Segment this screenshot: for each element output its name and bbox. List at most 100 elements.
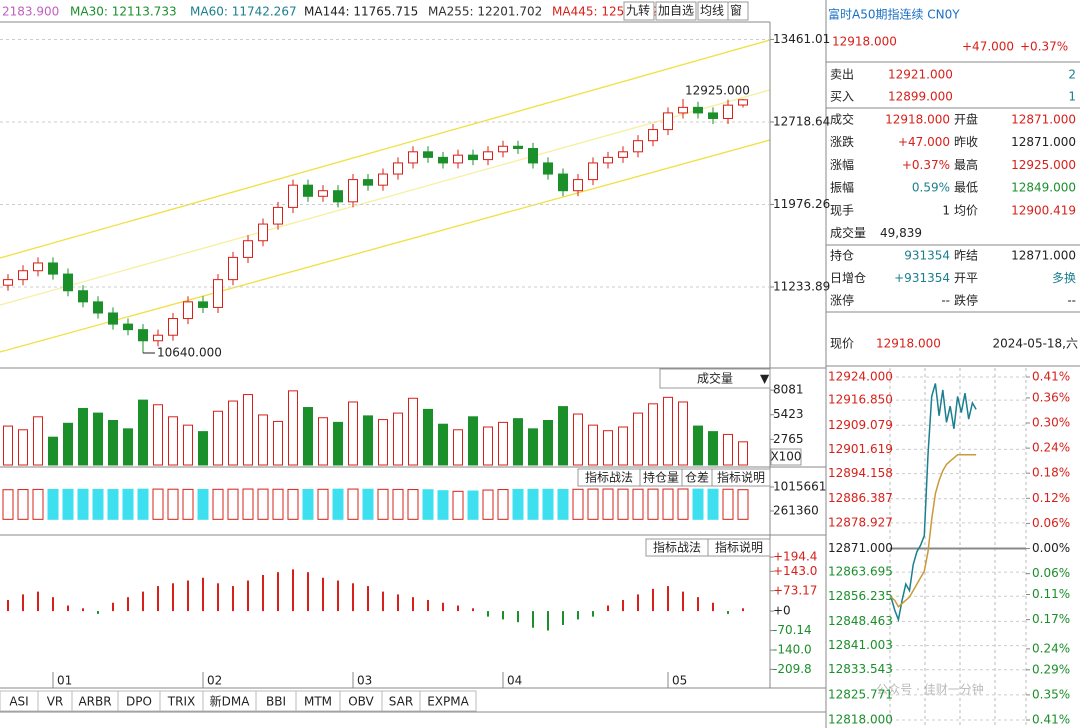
open-interest-bar — [527, 488, 539, 520]
indicator-tab[interactable] — [419, 690, 477, 712]
stat-value: +0.37% — [902, 158, 950, 172]
candle-body — [183, 301, 193, 320]
open-interest-bar — [2, 489, 14, 520]
y2-tick-label: 0.11% — [1032, 587, 1070, 601]
indicator-button[interactable] — [711, 468, 771, 487]
y-tick-label: 5423 — [773, 407, 804, 421]
volume-bar — [363, 415, 373, 466]
y2-tick-label: 0.12% — [1032, 491, 1070, 505]
open-interest-bar — [362, 488, 374, 520]
open-interest-bar — [647, 488, 659, 520]
y-tick-label: +143.0 — [773, 564, 817, 578]
y2-tick-label: 0.29% — [1032, 662, 1070, 676]
volume-bar — [18, 429, 28, 466]
open-interest-bar — [497, 489, 509, 520]
indicator-tab-label: ASI — [9, 695, 28, 709]
candle-body — [498, 145, 508, 153]
open-interest-bar — [437, 490, 449, 520]
ma-legend: MA30: 12113.733 — [70, 5, 177, 19]
y-tick-label: 12718.64 — [773, 114, 830, 128]
high-annotation: 12925.000 — [685, 84, 750, 98]
volume-bar — [588, 424, 598, 466]
volume-bar — [273, 420, 283, 466]
indicator-button[interactable] — [707, 538, 771, 557]
toolbar-button[interactable] — [727, 1, 749, 21]
candle-body — [63, 273, 73, 292]
open-interest-bar — [332, 488, 344, 520]
open-interest-bar — [452, 490, 464, 520]
candle-body — [378, 173, 388, 186]
candle-body — [18, 270, 28, 281]
open-interest-bar — [212, 488, 224, 520]
stat-value: 12900.419 — [1011, 203, 1076, 217]
candle-body — [513, 145, 523, 149]
candle-body — [573, 179, 583, 192]
y-tick-label: +73.17 — [773, 583, 817, 597]
candle-body — [678, 106, 688, 114]
indicator-button-label: 持仓量 — [643, 470, 679, 485]
y-tick-label: 12901.619 — [828, 442, 893, 456]
stat-label: 昨收 — [954, 135, 978, 149]
y2-tick-label: 0.06% — [1032, 516, 1070, 530]
book-label: 卖出 — [830, 68, 854, 82]
volume-unit: X100 — [770, 450, 801, 464]
open-interest-bar — [422, 489, 434, 520]
y-tick-label: -70.14 — [773, 623, 812, 637]
volume-bar — [453, 429, 463, 466]
y-tick-label: 12909.079 — [828, 418, 893, 432]
volume-bar — [153, 404, 163, 466]
indicator-dropdown[interactable] — [659, 368, 771, 389]
candle-body — [618, 151, 628, 158]
y-tick-label: 12886.387 — [828, 491, 893, 505]
open-interest-bar — [62, 488, 74, 520]
y-tick-label: 12848.463 — [828, 614, 893, 628]
stat-label: 成交 — [830, 112, 854, 127]
volume-bar — [3, 425, 13, 466]
open-interest-bar — [242, 488, 254, 520]
candle-body — [738, 99, 748, 106]
candle-body — [648, 129, 658, 142]
y-tick-label: 11976.26 — [773, 197, 830, 211]
stat-value: 12871.000 — [1011, 135, 1076, 149]
position-value: +931354 — [894, 271, 950, 285]
watermark: 公众号 · 佳财一分钟 — [876, 682, 983, 697]
intraday-title: 现价 — [830, 337, 854, 351]
stat-value: 49,839 — [880, 226, 922, 240]
open-interest-bar — [632, 488, 644, 520]
indicator-tab-label: EXPMA — [427, 695, 469, 709]
y2-tick-label: 0.41% — [1032, 370, 1070, 384]
candle-body — [123, 323, 133, 331]
ma-legend: MA144: 11765.715 — [304, 5, 418, 19]
volume-bar — [723, 433, 733, 466]
open-interest-bar — [662, 488, 674, 520]
stat-label: 现手 — [830, 203, 854, 217]
candle-body — [453, 154, 463, 164]
y-tick-label: 12871.000 — [828, 541, 893, 555]
open-interest-bar — [557, 488, 569, 520]
book-price: 12921.000 — [888, 68, 953, 82]
low-annotation: 10640.000 — [157, 345, 222, 359]
volume-bar — [378, 419, 388, 466]
stat-label: 涨幅 — [830, 157, 854, 172]
indicator-tab-label: TRIX — [167, 695, 195, 709]
dropdown-arrow: ▼ — [760, 372, 770, 386]
candle-body — [663, 112, 673, 131]
y2-tick-label: 0.17% — [1032, 612, 1070, 626]
volume-bar — [618, 426, 628, 466]
candle-body — [543, 162, 553, 175]
candle-body — [258, 223, 268, 242]
candle-body — [438, 156, 448, 164]
toolbar-button[interactable] — [623, 1, 655, 21]
stat-label: 成交量 — [830, 225, 866, 240]
indicator-button-label: 仓差 — [685, 471, 709, 485]
open-interest-bar — [707, 488, 719, 520]
candle-body — [483, 151, 493, 161]
candle-body — [198, 301, 208, 308]
toolbar-button-label: 均线 — [700, 4, 724, 18]
toolbar-button[interactable] — [655, 1, 697, 21]
toolbar-button-label: 加自选 — [658, 4, 694, 18]
open-interest-bar — [722, 488, 734, 520]
volume-bar — [183, 424, 193, 466]
candle-body — [348, 179, 358, 203]
candle-body — [633, 140, 643, 153]
